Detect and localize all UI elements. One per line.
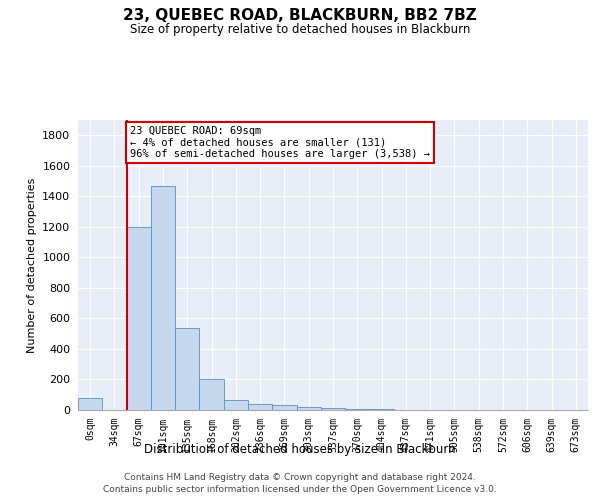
Bar [151, 186, 175, 410]
Bar [370, 409, 394, 410]
Bar [175, 328, 199, 410]
Bar [321, 408, 345, 410]
Bar [345, 409, 370, 410]
Bar [248, 404, 272, 410]
Bar [224, 400, 248, 410]
Text: Contains HM Land Registry data © Crown copyright and database right 2024.: Contains HM Land Registry data © Crown c… [124, 472, 476, 482]
Text: Size of property relative to detached houses in Blackburn: Size of property relative to detached ho… [130, 22, 470, 36]
Bar [199, 378, 224, 410]
Bar [127, 227, 151, 410]
Text: 23 QUEBEC ROAD: 69sqm
← 4% of detached houses are smaller (131)
96% of semi-deta: 23 QUEBEC ROAD: 69sqm ← 4% of detached h… [130, 126, 430, 160]
Y-axis label: Number of detached properties: Number of detached properties [26, 178, 37, 352]
Bar [272, 406, 296, 410]
Text: 23, QUEBEC ROAD, BLACKBURN, BB2 7BZ: 23, QUEBEC ROAD, BLACKBURN, BB2 7BZ [123, 8, 477, 22]
Text: Contains public sector information licensed under the Open Government Licence v3: Contains public sector information licen… [103, 485, 497, 494]
Text: Distribution of detached houses by size in Blackburn: Distribution of detached houses by size … [144, 442, 456, 456]
Bar [78, 398, 102, 410]
Bar [296, 406, 321, 410]
